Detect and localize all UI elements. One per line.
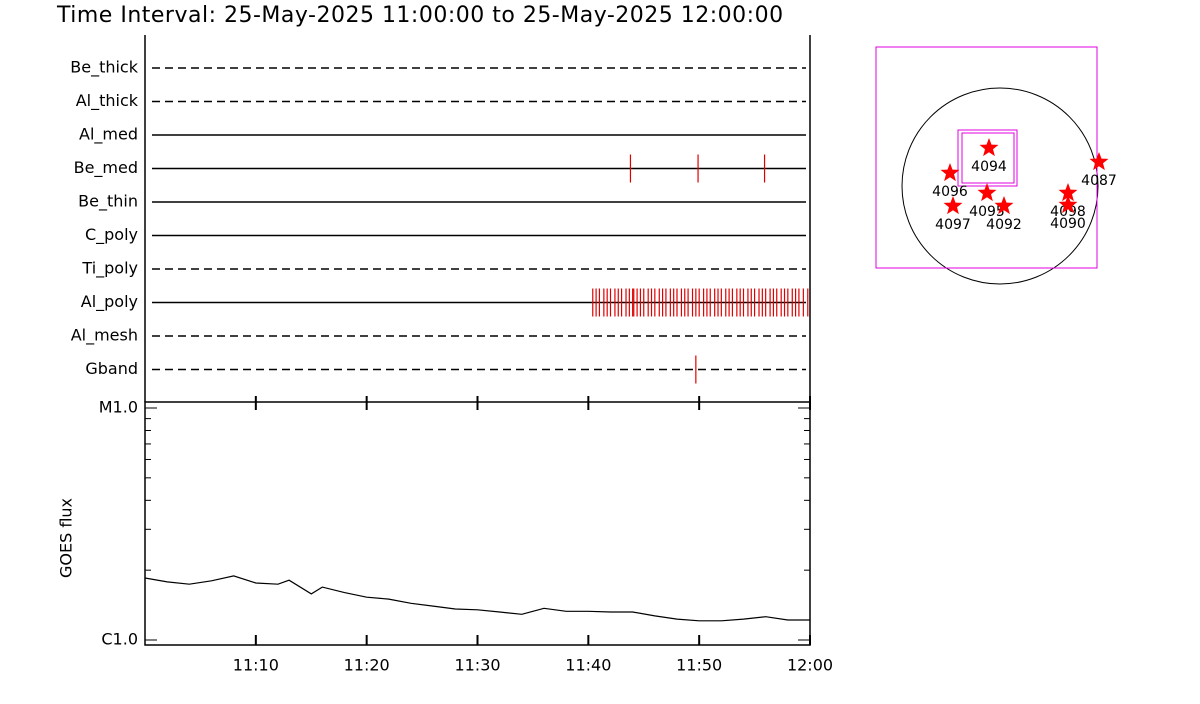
- row-label: Be_thin: [78, 192, 138, 212]
- row-label: Be_med: [74, 158, 138, 178]
- region-label: 4090: [1050, 216, 1086, 232]
- region-star: [943, 196, 963, 215]
- region-label: 4096: [932, 184, 968, 200]
- region-star: [1089, 152, 1109, 171]
- x-tick-label: 11:40: [565, 656, 611, 675]
- region-star: [1058, 183, 1078, 202]
- region-label: 4097: [935, 217, 971, 233]
- y-tick-label: C1.0: [101, 630, 138, 649]
- chart-title: Time Interval: 25-May-2025 11:00:00 to 2…: [56, 3, 784, 28]
- row-label: Al_med: [79, 125, 138, 145]
- x-tick-label: 11:10: [233, 656, 279, 675]
- y-tick-label: M1.0: [99, 398, 138, 417]
- region-label: 4092: [986, 217, 1022, 233]
- fov-box: [961, 132, 1015, 184]
- row-label: Gband: [85, 359, 138, 378]
- row-label: C_poly: [85, 225, 138, 245]
- solar-limb: [901, 87, 1099, 285]
- fov-box: [957, 129, 1018, 187]
- x-tick-label: 11:30: [454, 656, 500, 675]
- row-label: Al_poly: [81, 292, 138, 312]
- fov-box: [875, 46, 1098, 269]
- goes-line: [144, 575, 810, 622]
- row-label: Al_thick: [76, 91, 139, 111]
- x-tick-label: 12:00: [787, 656, 833, 675]
- region-label: 4087: [1081, 173, 1117, 189]
- row-label: Be_thick: [70, 58, 138, 78]
- region-star: [979, 138, 999, 157]
- axis-frame: [144, 401, 811, 646]
- x-tick-label: 11:20: [344, 656, 390, 675]
- region-star: [940, 163, 960, 182]
- y-axis-label: GOES flux: [57, 498, 76, 578]
- region-star: [1058, 195, 1078, 214]
- region-star: [977, 183, 997, 202]
- region-label: 4098: [1050, 204, 1086, 220]
- row-label: Ti_poly: [81, 259, 138, 279]
- region-label: 4095: [969, 204, 1005, 220]
- x-tick-label: 11:50: [676, 656, 722, 675]
- region-label: 4094: [971, 159, 1007, 175]
- region-star: [994, 196, 1014, 215]
- row-label: Al_mesh: [71, 326, 138, 346]
